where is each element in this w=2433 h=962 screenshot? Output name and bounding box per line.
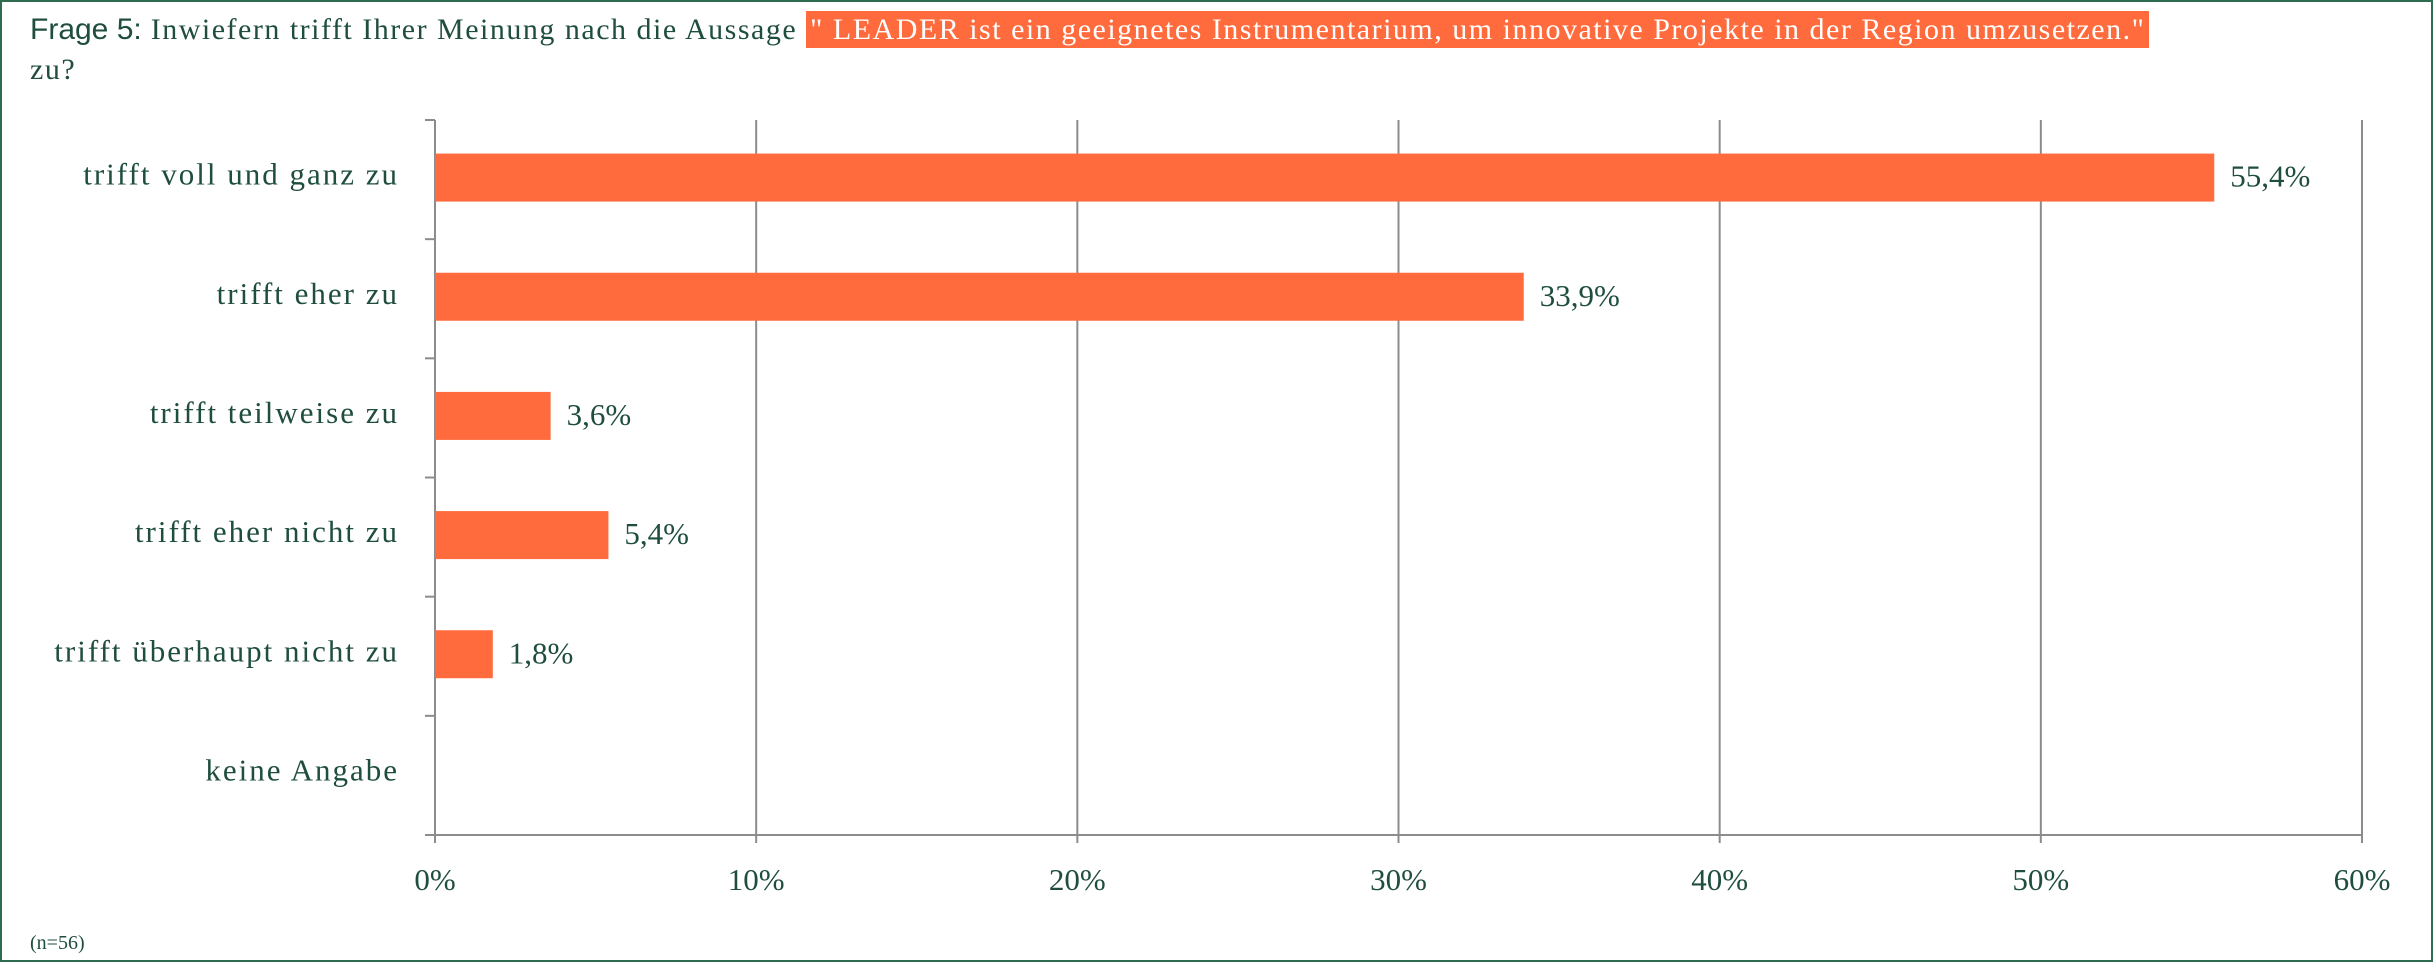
- value-label: 1,8%: [509, 635, 574, 670]
- value-label: 55,4%: [2230, 159, 2310, 194]
- y-tick-label: trifft eher nicht zu: [135, 514, 399, 549]
- y-tick-label: trifft überhaupt nicht zu: [54, 633, 399, 668]
- value-label: 3,6%: [567, 397, 632, 432]
- bar: [435, 153, 2215, 202]
- bar: [435, 272, 1524, 321]
- y-tick-label: trifft voll und ganz zu: [83, 157, 399, 192]
- title-prefix: Frage 5:: [30, 13, 142, 46]
- sample-note: (n=56): [30, 932, 85, 954]
- x-tick-label: 30%: [1370, 862, 1427, 897]
- x-tick-label: 40%: [1691, 862, 1748, 897]
- x-tick-label: 60%: [2334, 862, 2391, 897]
- x-tick-label: 20%: [1049, 862, 1106, 897]
- y-tick-label: keine Angabe: [205, 753, 399, 788]
- value-label: 33,9%: [1540, 278, 1620, 313]
- x-tick-label: 50%: [2012, 862, 2069, 897]
- title-text: Inwiefern trifft Ihrer Meinung nach die …: [150, 13, 798, 46]
- x-tick-label: 10%: [728, 862, 785, 897]
- title-suffix: zu?: [30, 53, 77, 86]
- title-highlight: " LEADER ist ein geeignetes Instrumentar…: [806, 11, 2150, 48]
- x-tick-label: 0%: [414, 862, 455, 897]
- bar: [435, 511, 609, 560]
- value-label: 5,4%: [624, 516, 689, 551]
- y-tick-label: trifft eher zu: [217, 276, 399, 311]
- bar: [435, 630, 493, 679]
- chart-title: Frage 5: Inwiefern trifft Ihrer Meinung …: [30, 10, 2410, 90]
- y-tick-label: trifft teilweise zu: [150, 395, 399, 430]
- bar: [435, 391, 551, 440]
